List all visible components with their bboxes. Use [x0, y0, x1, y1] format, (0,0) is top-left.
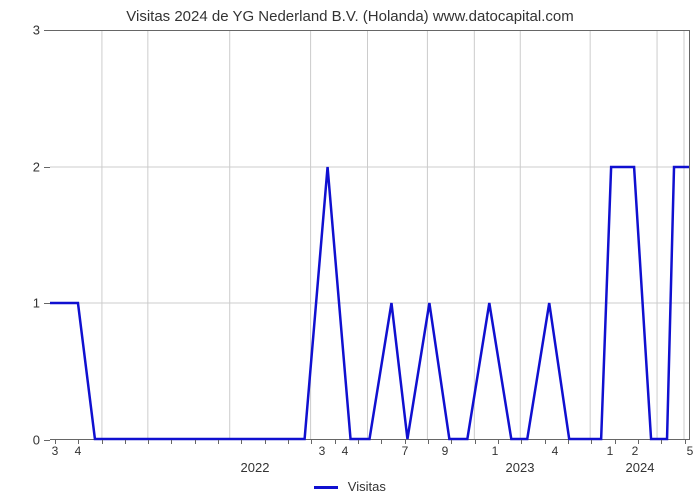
x-minor-tick: [288, 440, 289, 444]
x-year-label: 2024: [626, 460, 655, 475]
y-tick-mark: [44, 30, 50, 31]
x-minor-tick: [218, 440, 219, 444]
x-minor-tick: [78, 440, 79, 444]
chart-title: Visitas 2024 de YG Nederland B.V. (Holan…: [0, 8, 700, 25]
x-year-label: 2023: [506, 460, 535, 475]
x-minor-tick: [358, 440, 359, 444]
x-minor-tick: [335, 440, 336, 444]
x-year-label: 2022: [241, 460, 270, 475]
y-tick-label: 2: [33, 159, 40, 174]
x-tick-label: 9: [442, 444, 449, 458]
x-minor-tick: [311, 440, 312, 444]
legend-label: Visitas: [348, 479, 386, 494]
x-tick-label: 1: [607, 444, 614, 458]
x-minor-tick: [125, 440, 126, 444]
x-minor-tick: [451, 440, 452, 444]
y-tick-label: 3: [33, 23, 40, 38]
x-minor-tick: [148, 440, 149, 444]
x-minor-tick: [521, 440, 522, 444]
x-minor-tick: [568, 440, 569, 444]
x-minor-tick: [241, 440, 242, 444]
x-tick-label: 7: [402, 444, 409, 458]
x-tick-label: 4: [75, 444, 82, 458]
y-tick-mark: [44, 440, 50, 441]
x-minor-tick: [195, 440, 196, 444]
y-tick-mark: [44, 303, 50, 304]
x-minor-tick: [102, 440, 103, 444]
x-minor-tick: [615, 440, 616, 444]
x-minor-tick: [661, 440, 662, 444]
x-minor-tick: [428, 440, 429, 444]
x-minor-tick: [265, 440, 266, 444]
x-tick-label: 4: [552, 444, 559, 458]
x-minor-tick: [381, 440, 382, 444]
y-tick-mark: [44, 167, 50, 168]
x-tick-label: 4: [342, 444, 349, 458]
x-minor-tick: [405, 440, 406, 444]
legend: Visitas: [0, 479, 700, 494]
x-minor-tick: [171, 440, 172, 444]
x-tick-label: 3: [52, 444, 59, 458]
y-tick-label: 1: [33, 296, 40, 311]
x-tick-label: 3: [319, 444, 326, 458]
x-minor-tick: [545, 440, 546, 444]
x-minor-tick: [498, 440, 499, 444]
x-tick-label: 1: [492, 444, 499, 458]
x-minor-tick: [638, 440, 639, 444]
chart-container: Visitas 2024 de YG Nederland B.V. (Holan…: [0, 0, 700, 500]
x-minor-tick: [591, 440, 592, 444]
x-minor-tick: [685, 440, 686, 444]
y-tick-label: 0: [33, 433, 40, 448]
x-tick-label: 5: [687, 444, 694, 458]
chart-svg: [50, 31, 689, 439]
x-minor-tick: [475, 440, 476, 444]
plot-area: [50, 30, 690, 440]
x-tick-label: 2: [632, 444, 639, 458]
x-minor-tick: [55, 440, 56, 444]
legend-swatch: [314, 486, 338, 489]
